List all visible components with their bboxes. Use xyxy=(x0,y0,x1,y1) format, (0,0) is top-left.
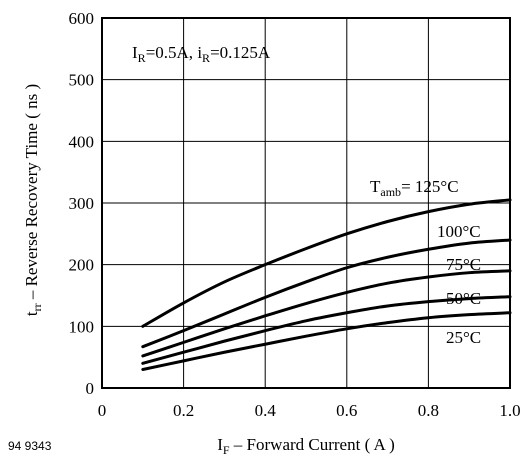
series-label-4: 25°C xyxy=(446,328,481,347)
x-tick-label: 0.8 xyxy=(418,401,439,420)
plot-frame xyxy=(101,17,511,389)
y-tick-label: 500 xyxy=(69,71,95,90)
series-label-0: Tamb= 125°C xyxy=(370,177,459,199)
series-line-0 xyxy=(141,198,512,328)
x-tick-label: 1.0 xyxy=(499,401,520,420)
y-tick-label: 600 xyxy=(69,9,95,28)
x-tick-label: 0.4 xyxy=(255,401,277,420)
x-tick-label: 0.6 xyxy=(336,401,357,420)
series-line-1 xyxy=(141,238,512,349)
y-axis-label: trr – Reverse Recovery Time ( ns ) xyxy=(22,84,44,316)
series-line-3 xyxy=(141,295,512,365)
y-tick-label: 300 xyxy=(69,194,95,213)
y-tick-label: 200 xyxy=(69,256,95,275)
y-tick-labels: 0 100 200 300 400 500 600 xyxy=(69,9,95,398)
series-label-2: 75°C xyxy=(446,255,481,274)
x-tick-label: 0.2 xyxy=(173,401,194,420)
series-label-1: 100°C xyxy=(437,222,481,241)
x-axis-label: IF – Forward Current ( A ) xyxy=(217,435,395,457)
y-tick-label: 400 xyxy=(69,132,95,151)
curves xyxy=(141,198,512,371)
y-tick-label: 100 xyxy=(69,317,95,336)
figure-id: 94 9343 xyxy=(8,439,52,453)
series-line-4 xyxy=(141,311,512,371)
series-line-2 xyxy=(141,269,512,358)
x-tick-labels: 0 0.2 0.4 0.6 0.8 1.0 xyxy=(98,401,521,420)
x-tick-label: 0 xyxy=(98,401,107,420)
series-labels: Tamb= 125°C 100°C 75°C 50°C 25°C xyxy=(370,177,481,347)
series-label-3: 50°C xyxy=(446,289,481,308)
conditions-annotation: IR=0.5A, iR=0.125A xyxy=(132,43,271,65)
y-tick-label: 0 xyxy=(86,379,95,398)
